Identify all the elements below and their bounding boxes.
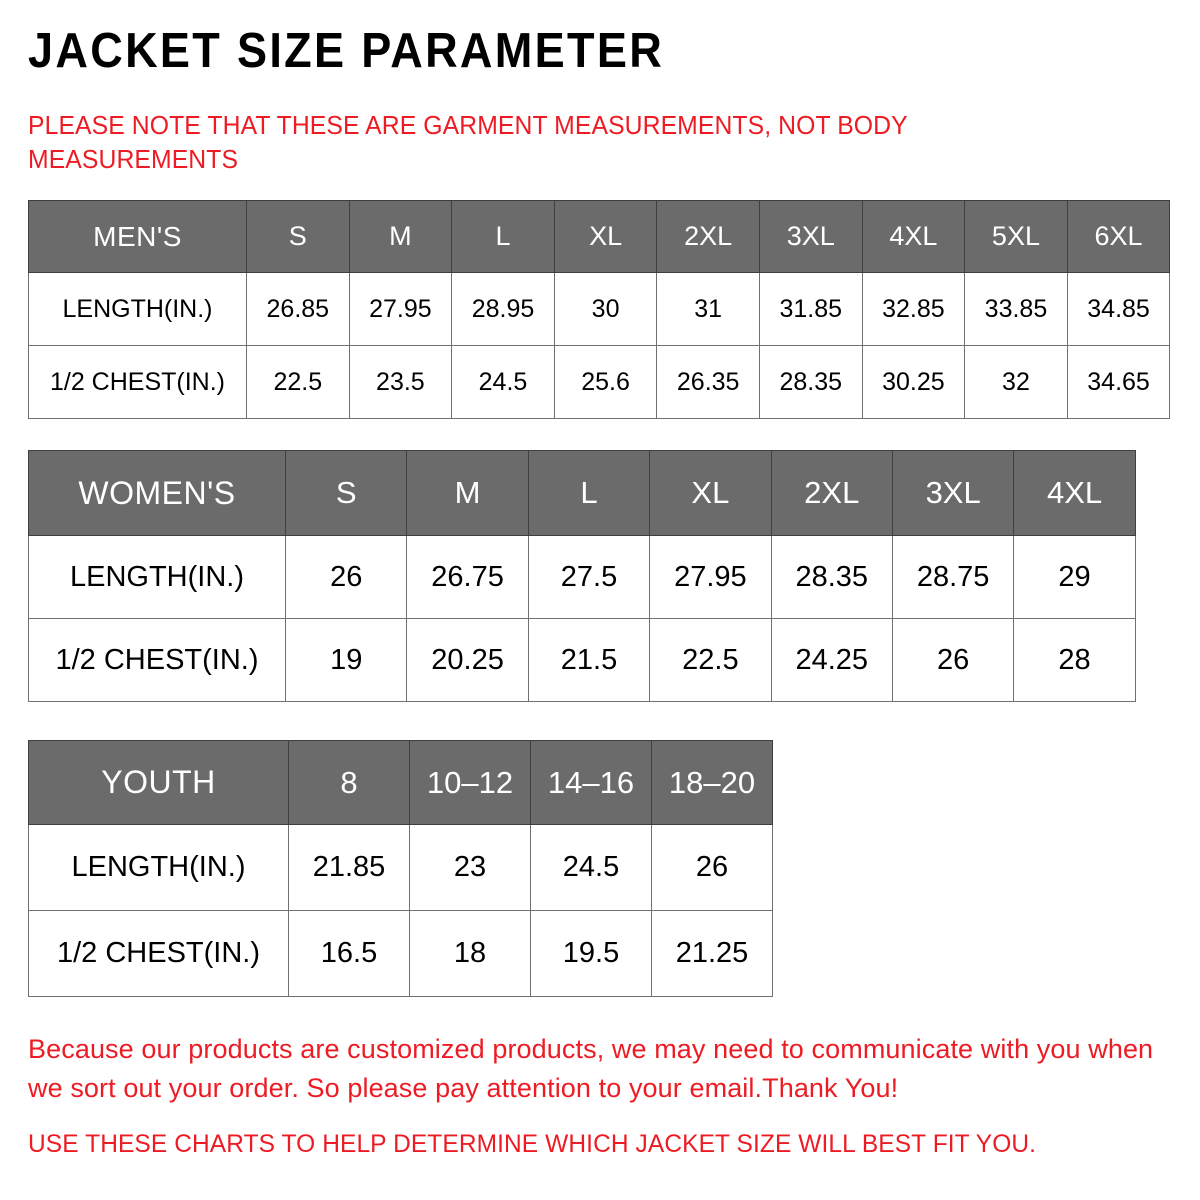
mens-measurement-cell: 27.95 (348, 272, 453, 346)
youth-table-body: LENGTH(IN.) 21.85 23 24.5 26 1/2 CHEST(IN.) 16… (28, 824, 773, 997)
womens-measurement-cell: 27.5 (527, 535, 651, 619)
youth-table-label: YOUTH (28, 740, 289, 825)
youth-header-row: YOUTH 8 10–12 14–16 18–20 (28, 740, 773, 825)
table-row: LENGTH(IN.) 21.85 23 24.5 26 (28, 824, 773, 911)
womens-measurement-cell: 26 (891, 618, 1015, 702)
womens-column-header: L (527, 450, 651, 536)
womens-measurement-cell: 26 (284, 535, 408, 619)
mens-column-header: 2XL (656, 200, 760, 273)
table-row: 1/2 CHEST(IN.) 22.5 23.5 24.5 25.6 26.35 28.35… (28, 345, 1171, 419)
womens-measurement-cell: 19 (284, 618, 408, 702)
customization-note: Because our products are customized prod… (28, 1034, 1154, 1104)
womens-header-row: WOMEN'S S M L XL 2XL 3XL 4XL (28, 450, 1136, 536)
womens-row-label: 1/2 CHEST(IN.) (28, 618, 286, 702)
mens-measurement-cell: 30 (553, 272, 658, 346)
mens-row-label: LENGTH(IN.) (28, 272, 247, 346)
table-row: 1/2 CHEST(IN.) 16.5 18 19.5 21.25 (28, 910, 773, 997)
youth-measurement-cell: 24.5 (530, 824, 652, 911)
womens-measurement-cell: 20.25 (406, 618, 529, 702)
chart-usage-note: USE THESE CHARTS TO HELP DETERMINE WHICH… (28, 1130, 1037, 1158)
mens-column-header: 3XL (758, 200, 863, 273)
mens-measurement-cell: 24.5 (451, 345, 555, 419)
mens-column-header: M (348, 200, 453, 273)
youth-row-label: 1/2 CHEST(IN.) (28, 910, 289, 997)
mens-measurement-cell: 25.6 (553, 345, 658, 419)
womens-measurement-cell: 22.5 (649, 618, 772, 702)
mens-column-header: 6XL (1066, 200, 1171, 273)
womens-column-header: 2XL (770, 450, 893, 536)
womens-measurement-cell: 29 (1013, 535, 1136, 619)
youth-row-label: LENGTH(IN.) (28, 824, 289, 911)
womens-measurement-cell: 28.75 (891, 535, 1015, 619)
womens-column-header: 3XL (891, 450, 1015, 536)
youth-measurement-cell: 19.5 (530, 910, 652, 997)
mens-column-header: 4XL (861, 200, 966, 273)
mens-measurement-cell: 34.85 (1066, 272, 1171, 346)
womens-measurement-cell: 28 (1013, 618, 1136, 702)
youth-column-header: 8 (288, 740, 410, 825)
youth-measurement-cell: 21.85 (288, 824, 410, 911)
womens-column-header: S (284, 450, 408, 536)
mens-table-head: MEN'S S M L XL 2XL 3XL 4XL 5XL 6XL (28, 200, 1171, 273)
womens-measurement-cell: 21.5 (527, 618, 651, 702)
mens-measurement-cell: 34.65 (1066, 345, 1171, 419)
womens-column-header: XL (649, 450, 772, 536)
table-row: LENGTH(IN.) 26 26.75 27.5 27.95 28.35 28.75 29 (28, 535, 1136, 619)
mens-size-table: MEN'S S M L XL 2XL 3XL 4XL 5XL 6XL LENGTH(IN.) 26.… (28, 200, 1171, 419)
mens-measurement-cell: 26.35 (656, 345, 760, 419)
youth-measurement-cell: 16.5 (288, 910, 410, 997)
mens-measurement-cell: 32.85 (861, 272, 966, 346)
mens-measurement-cell: 31.85 (758, 272, 863, 346)
mens-column-header: L (451, 200, 555, 273)
mens-measurement-cell: 22.5 (246, 345, 350, 419)
mens-measurement-cell: 30.25 (861, 345, 966, 419)
mens-table-label: MEN'S (28, 200, 247, 273)
youth-size-table: YOUTH 8 10–12 14–16 18–20 LENGTH(IN.) 21.85 23… (28, 740, 773, 997)
youth-measurement-cell: 26 (651, 824, 773, 911)
youth-column-header: 18–20 (651, 740, 773, 825)
table-row: 1/2 CHEST(IN.) 19 20.25 21.5 22.5 24.25 26 28 (28, 618, 1136, 702)
youth-measurement-cell: 23 (409, 824, 531, 911)
table-row: LENGTH(IN.) 26.85 27.95 28.95 30 31 31.85 32.85… (28, 272, 1171, 346)
womens-row-label: LENGTH(IN.) (28, 535, 286, 619)
womens-measurement-cell: 26.75 (406, 535, 529, 619)
page-title: JACKET SIZE PARAMETER (28, 24, 665, 78)
womens-column-header: M (406, 450, 529, 536)
garment-measurement-note: PLEASE NOTE THAT THESE ARE GARMENT MEASU… (28, 112, 908, 174)
mens-measurement-cell: 23.5 (348, 345, 453, 419)
youth-measurement-cell: 21.25 (651, 910, 773, 997)
mens-table-body: LENGTH(IN.) 26.85 27.95 28.95 30 31 31.85 32.85… (28, 272, 1171, 419)
womens-measurement-cell: 24.25 (770, 618, 893, 702)
mens-measurement-cell: 26.85 (246, 272, 350, 346)
mens-measurement-cell: 28.95 (451, 272, 555, 346)
womens-table-body: LENGTH(IN.) 26 26.75 27.5 27.95 28.35 28.75 29 1… (28, 535, 1136, 702)
womens-table-label: WOMEN'S (28, 450, 286, 536)
youth-measurement-cell: 18 (409, 910, 531, 997)
mens-measurement-cell: 31 (656, 272, 760, 346)
womens-measurement-cell: 28.35 (770, 535, 893, 619)
mens-header-row: MEN'S S M L XL 2XL 3XL 4XL 5XL 6XL (28, 200, 1171, 273)
mens-measurement-cell: 28.35 (758, 345, 863, 419)
mens-measurement-cell: 33.85 (964, 272, 1068, 346)
youth-table-head: YOUTH 8 10–12 14–16 18–20 (28, 740, 773, 825)
youth-column-header: 10–12 (409, 740, 531, 825)
womens-column-header: 4XL (1013, 450, 1136, 536)
mens-column-header: XL (553, 200, 658, 273)
youth-column-header: 14–16 (530, 740, 652, 825)
womens-size-table: WOMEN'S S M L XL 2XL 3XL 4XL LENGTH(IN.) 26 26.75… (28, 450, 1136, 702)
mens-column-header: 5XL (964, 200, 1068, 273)
mens-row-label: 1/2 CHEST(IN.) (28, 345, 247, 419)
womens-table-head: WOMEN'S S M L XL 2XL 3XL 4XL (28, 450, 1136, 536)
mens-column-header: S (246, 200, 350, 273)
mens-measurement-cell: 32 (964, 345, 1068, 419)
womens-measurement-cell: 27.95 (649, 535, 772, 619)
